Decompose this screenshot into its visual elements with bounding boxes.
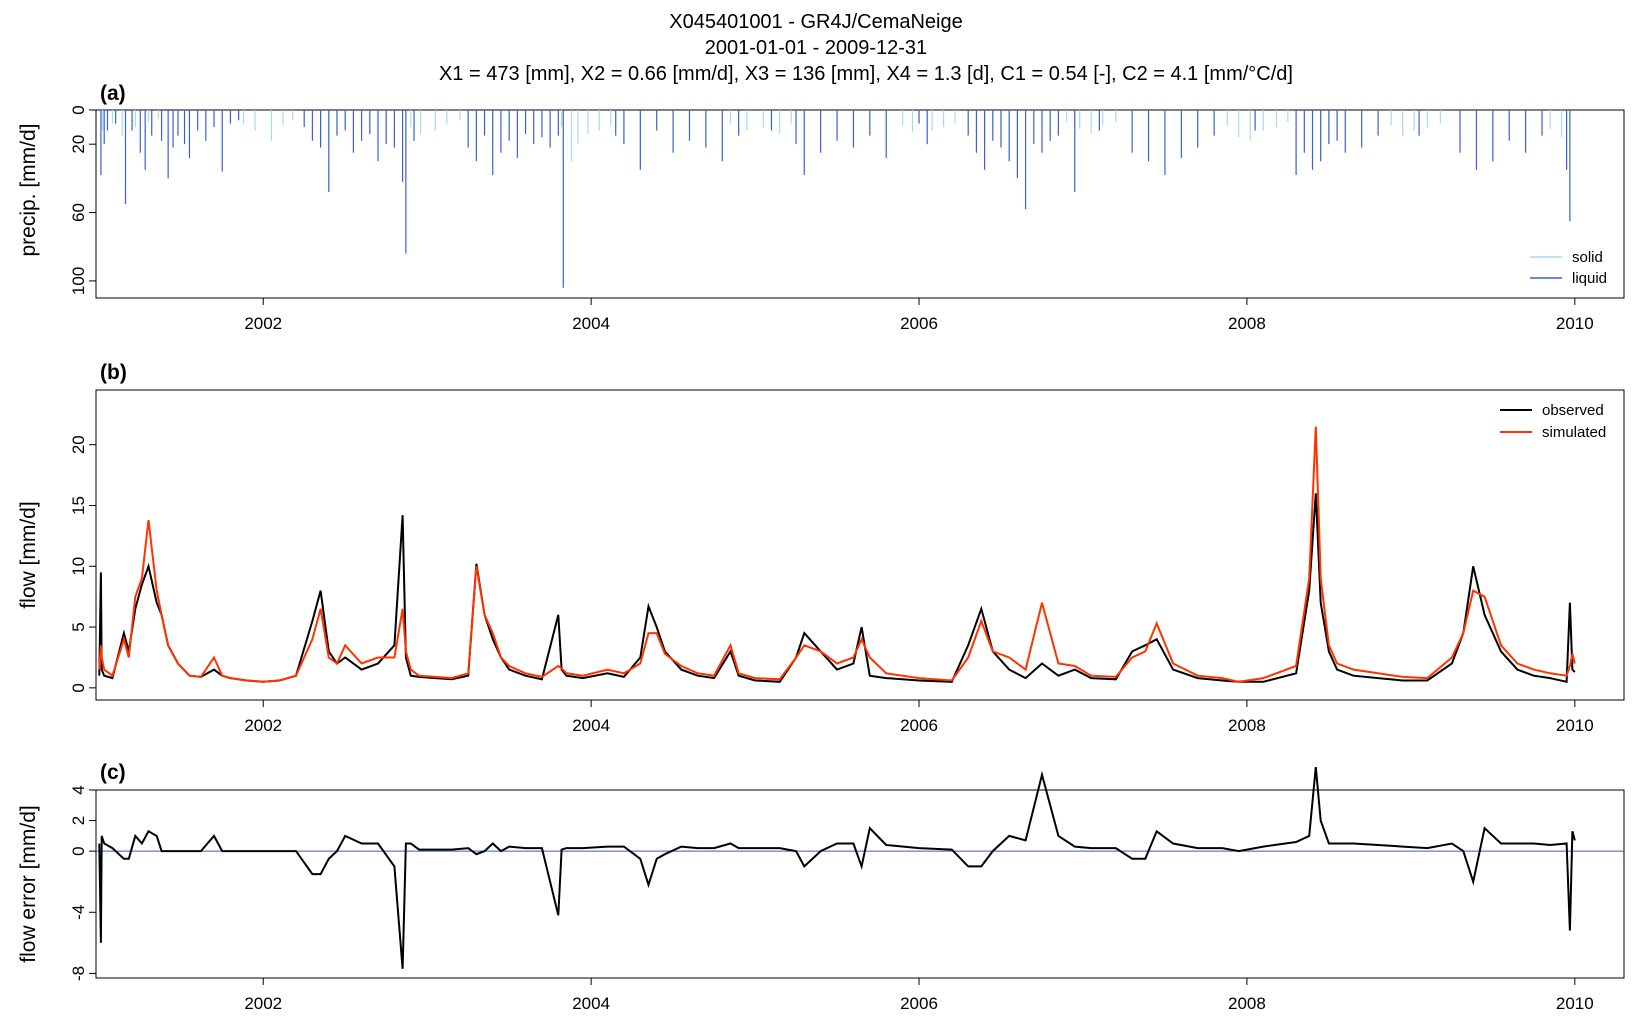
chart-title-line-1: X045401001 - GR4J/CemaNeige (669, 11, 963, 33)
y-tick-label: 5 (69, 622, 88, 631)
panel-c-series (98, 767, 1576, 969)
panel-a-frame (95, 109, 1625, 299)
panel-a-tag: (a) (100, 82, 126, 105)
x-tick-label: 2006 (900, 994, 938, 1013)
x-tick-label: 2002 (244, 994, 282, 1013)
panel-a-y-axis: 0 20 60 100 (69, 105, 96, 295)
y-tick-label: 15 (69, 496, 88, 515)
panel-c-frame (95, 789, 1625, 979)
x-tick-label: 2006 (900, 314, 938, 333)
y-tick-label: 20 (69, 135, 88, 154)
x-tick-label: 2004 (572, 314, 610, 333)
legend-label-liquid: liquid (1572, 270, 1607, 287)
panel-b-x-axis: 2002 2004 2006 2008 2010 (244, 700, 1594, 735)
panel-c-tag: (c) (100, 761, 126, 784)
y-tick-label: 20 (69, 435, 88, 454)
y-tick-label: 4 (69, 785, 88, 794)
y-tick-label: 0 (69, 846, 88, 855)
legend-label-solid: solid (1572, 249, 1603, 266)
y-tick-label: 100 (69, 267, 88, 295)
y-tick-label: 10 (69, 557, 88, 576)
y-tick-label: 60 (69, 203, 88, 222)
panel-b-ylabel: flow [mm/d] (17, 501, 40, 608)
y-tick-label: 2 (69, 816, 88, 825)
panel-a-ylabel: precip. [mm/d] (17, 123, 40, 256)
series-line-flow-error (98, 767, 1576, 969)
y-tick-label: 0 (69, 105, 88, 114)
panel-c-ylabel: flow error [mm/d] (17, 805, 40, 963)
x-tick-label: 2004 (572, 716, 610, 735)
panel-a-bars (100, 110, 1571, 288)
x-tick-label: 2010 (1556, 314, 1594, 333)
series-line-observed (98, 493, 1576, 684)
chart-title-line-3: X1 = 473 [mm], X2 = 0.66 [mm/d], X3 = 13… (439, 63, 1293, 85)
panel-a-x-axis: 2002 2004 2006 2008 2010 (244, 298, 1594, 333)
x-tick-label: 2010 (1556, 994, 1594, 1013)
chart-title-line-2: 2001-01-01 - 2009-12-31 (705, 37, 927, 59)
panel-b-tag: (b) (100, 361, 127, 384)
panel-b-legend: observed simulated (1500, 402, 1606, 441)
x-tick-label: 2008 (1228, 314, 1266, 333)
x-tick-label: 2004 (572, 994, 610, 1013)
y-tick-label: -8 (69, 966, 88, 981)
panel-a-legend: solid liquid (1530, 249, 1607, 287)
panel-b-series (98, 426, 1576, 684)
legend-label-simulated: simulated (1542, 424, 1606, 441)
panel-c-x-axis: 2002 2004 2006 2008 2010 (244, 978, 1594, 1013)
legend-label-observed: observed (1542, 402, 1604, 419)
y-tick-label: -4 (69, 905, 88, 920)
panel-b-y-axis: 0 5 10 15 20 (69, 435, 96, 693)
x-tick-label: 2010 (1556, 716, 1594, 735)
panel-a: (a) precip. [mm/d] 0 20 60 100 2002 2004 2006… (17, 82, 1625, 333)
y-tick-label: 0 (69, 683, 88, 692)
x-tick-label: 2002 (244, 716, 282, 735)
x-tick-label: 2002 (244, 314, 282, 333)
panel-c-y-axis: -8 -4 0 2 4 (69, 785, 96, 981)
panel-b-frame (95, 389, 1625, 701)
x-tick-label: 2006 (900, 716, 938, 735)
series-line-simulated (98, 426, 1576, 683)
x-tick-label: 2008 (1228, 716, 1266, 735)
x-tick-label: 2008 (1228, 994, 1266, 1013)
